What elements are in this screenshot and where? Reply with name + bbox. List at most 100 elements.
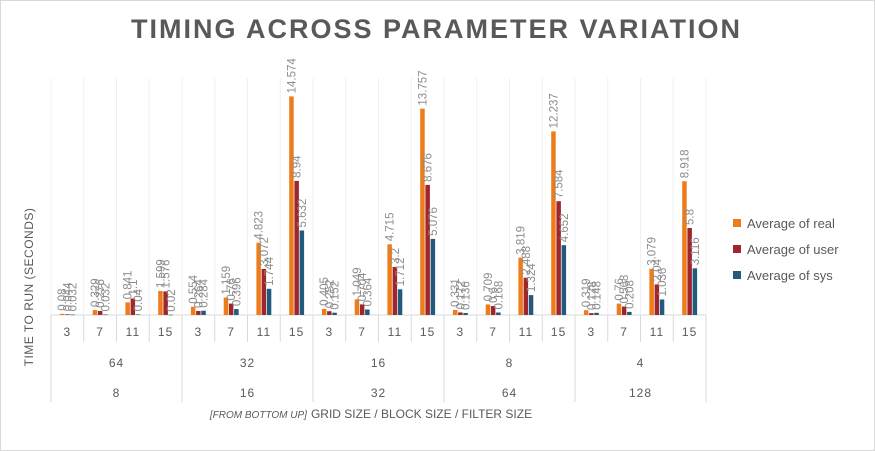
filter-size-tick: 11 — [257, 325, 271, 339]
data-label: 1.744 — [264, 256, 276, 285]
data-label: 4.715 — [385, 213, 397, 242]
data-label: 0.405 — [319, 277, 331, 306]
data-label: 5.632 — [297, 199, 309, 228]
bar — [627, 311, 632, 315]
bar — [103, 314, 108, 316]
bar — [659, 299, 665, 315]
bar — [299, 230, 305, 315]
data-label: 0.264 — [193, 279, 205, 308]
data-label: 0.396 — [231, 277, 243, 306]
bar — [682, 181, 687, 315]
bar — [616, 303, 622, 315]
bar — [551, 131, 556, 315]
data-label: 0.76 — [226, 278, 238, 300]
data-label: 0.331 — [450, 278, 462, 307]
bar — [65, 314, 70, 315]
data-label: 5.8 — [685, 209, 697, 225]
bar — [70, 314, 75, 316]
bar — [561, 245, 567, 315]
filter-size-tick: 15 — [158, 325, 173, 339]
filter-size-tick: 3 — [457, 325, 465, 339]
data-label: 8.918 — [679, 149, 691, 178]
bar — [256, 242, 261, 315]
data-label: 1.576 — [161, 260, 173, 289]
bar — [458, 312, 463, 315]
bar — [321, 308, 327, 315]
data-label: 0.252 — [324, 279, 336, 308]
filter-size-tick: 11 — [126, 325, 140, 339]
data-label: 0.044 — [62, 282, 74, 311]
bar — [163, 291, 168, 315]
block-size-tick: 16 — [371, 356, 386, 370]
data-label: 3.819 — [516, 226, 528, 255]
bar — [687, 228, 692, 315]
data-labels-layer: 0.08 0.329 0.841 1.599 0.554 1.159 4.823 14.574… — [57, 58, 702, 312]
bar — [485, 304, 491, 315]
data-label: 0.284 — [199, 278, 211, 307]
filter-size-tick: 3 — [195, 325, 203, 339]
bar — [201, 310, 206, 315]
block-size-tick: 4 — [637, 356, 645, 370]
bar — [365, 309, 370, 315]
grid-size-tick: 128 — [629, 386, 652, 400]
legend: Average of real Average of user Average … — [733, 210, 839, 288]
bar — [528, 295, 534, 315]
bar — [654, 284, 660, 315]
bar — [425, 184, 430, 315]
data-label: 1.712 — [395, 258, 407, 287]
data-label: 0.709 — [483, 273, 495, 302]
bar — [228, 303, 234, 315]
data-label: 1.1 — [128, 280, 140, 296]
block-size-tick: 64 — [109, 356, 124, 370]
data-label: 3.072 — [259, 237, 271, 266]
data-label: 1.159 — [221, 266, 233, 295]
data-label: 0.128 — [586, 281, 598, 310]
data-label: 1.599 — [155, 259, 167, 288]
bar — [190, 306, 196, 315]
data-label: 0.02 — [166, 289, 178, 311]
grid-size-tick: 16 — [240, 386, 255, 400]
filter-size-tick: 7 — [489, 325, 497, 339]
bar — [621, 306, 627, 315]
data-label: 0.276 — [95, 279, 107, 308]
bar — [452, 310, 458, 315]
data-label: 0.568 — [619, 275, 631, 304]
data-label: 0.152 — [330, 281, 342, 310]
filter-size-tick: 7 — [227, 325, 235, 339]
filter-size-tick: 7 — [358, 325, 366, 339]
filter-size-tick: 3 — [326, 325, 334, 339]
data-label: 0.136 — [461, 281, 473, 310]
bar — [158, 291, 163, 315]
filter-size-tick: 15 — [289, 325, 304, 339]
legend-item-real: Average of real — [733, 210, 839, 236]
bar — [463, 313, 468, 315]
grid-size-tick: 8 — [113, 386, 121, 400]
data-label: 0.6 — [488, 287, 500, 303]
bar — [289, 96, 294, 316]
bar — [332, 312, 337, 315]
filter-size-tick: 15 — [420, 325, 435, 339]
data-label: 1.049 — [352, 268, 364, 297]
block-size-tick: 32 — [240, 356, 255, 370]
bar — [97, 310, 103, 315]
legend-label-sys: Average of sys — [747, 267, 833, 283]
grid-size-tick: 64 — [502, 386, 517, 400]
bar — [125, 302, 130, 315]
x-axis-label: [FROM BOTTOM UP] GRID SIZE / BLOCK SIZE /… — [209, 407, 532, 421]
bar — [59, 313, 65, 315]
x-axis-label-main: GRID SIZE / BLOCK SIZE / FILTER SIZE — [311, 407, 532, 421]
data-label: 0.319 — [581, 278, 593, 307]
bar — [397, 289, 403, 315]
bar — [135, 314, 141, 315]
data-label: 0.172 — [455, 281, 467, 310]
data-label: 0.554 — [188, 274, 200, 303]
legend-swatch-sys — [733, 271, 741, 279]
bar — [92, 310, 98, 315]
y-axis-label: TIME TO RUN (SECONDS) — [22, 208, 36, 367]
bar — [223, 297, 229, 315]
bar — [430, 238, 436, 315]
bar — [594, 312, 599, 315]
bar — [518, 257, 523, 315]
